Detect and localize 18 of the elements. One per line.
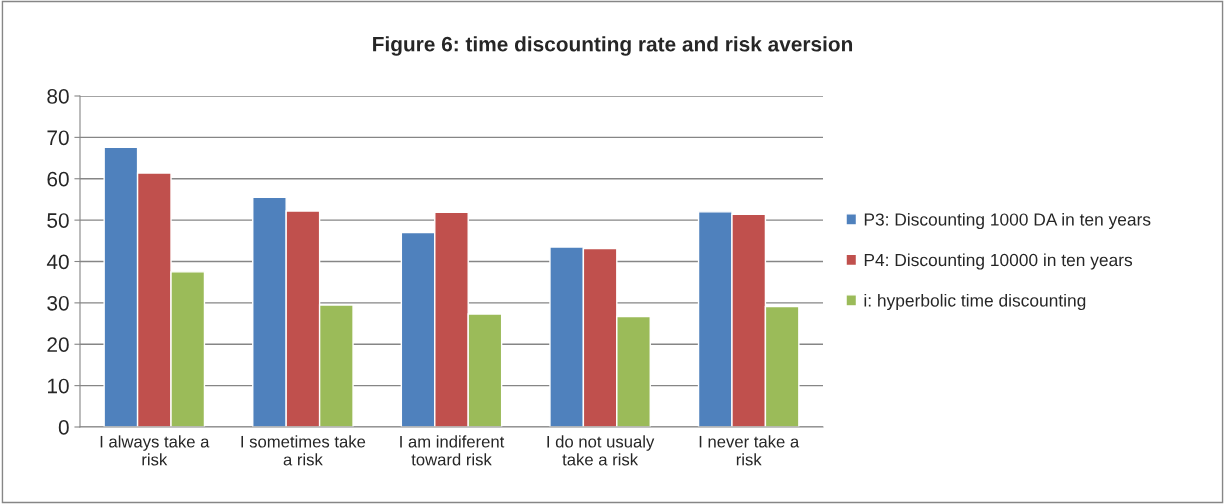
y-tick-label: 80 [47,89,69,104]
legend-label: P4: Discounting 10000 in ten years [864,253,1133,270]
y-tick-label: 70 [47,130,69,146]
y-tick-label: 30 [47,295,69,311]
legend-label: P3: Discounting 1000 DA in ten years [864,212,1151,230]
y-tick-label: 20 [47,337,69,352]
y-tick-label: 10 [48,378,69,394]
x-tick-label: I never take a risk [699,435,800,466]
x-tick-label: I always take a risk [100,435,210,466]
chart-title: Figure 6: time discounting rate and risk aversion [373,36,853,56]
x-tick-label: I sometimes take a risk [241,435,366,466]
y-tick-label: 0 [58,420,69,435]
y-tick-label: 50 [47,213,69,228]
y-tick-label: 60 [47,171,69,187]
y-tick-label: 40 [46,254,69,270]
x-tick-label: I do not usualy take a risk [547,435,655,466]
legend-label: i: hyperbolic time discounting [864,293,1086,311]
x-tick-label: I am indiferent toward risk [400,435,505,466]
